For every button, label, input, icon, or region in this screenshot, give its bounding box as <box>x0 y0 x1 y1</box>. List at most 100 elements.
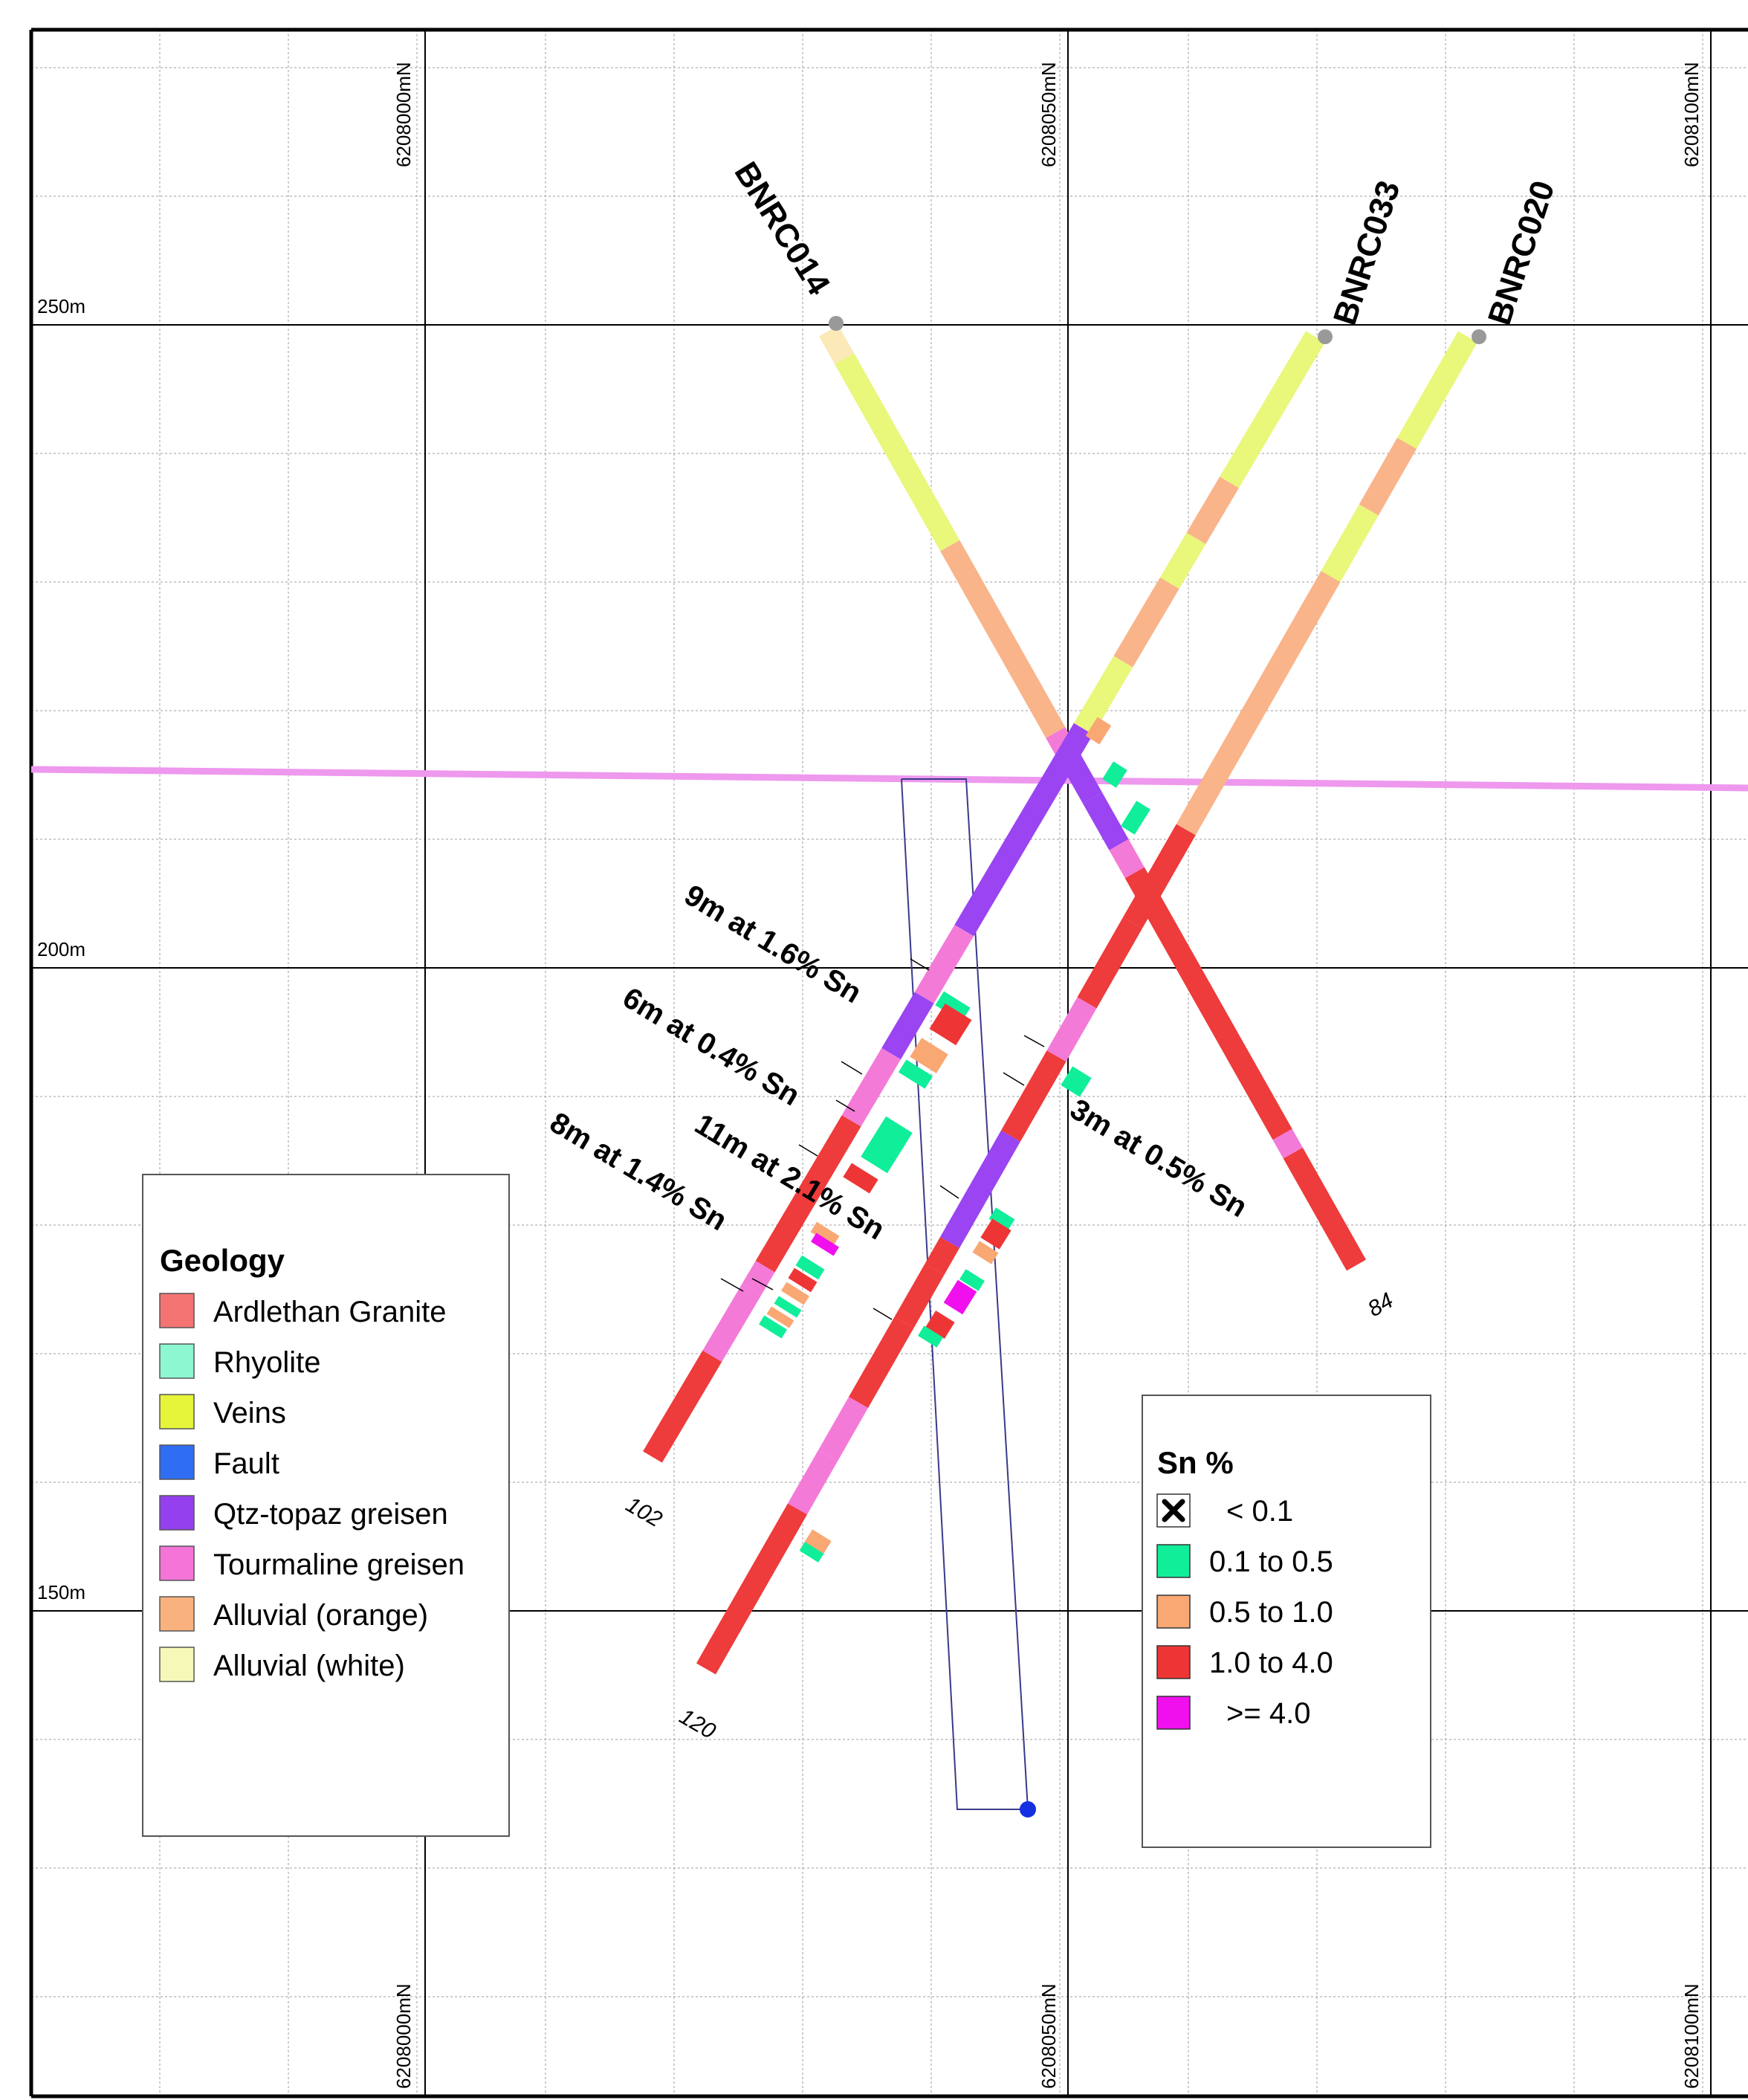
hole-names: BNRC014 BNRC033 BNRC020 <box>728 155 1562 329</box>
geology-legend-label: Alluvial (orange) <box>213 1599 428 1632</box>
intercept-tick <box>720 1278 744 1292</box>
lithology-interval <box>1176 571 1341 836</box>
eoh-label: 84 <box>1364 1288 1397 1322</box>
sn-legend-label: 0.5 to 1.0 <box>1209 1596 1333 1629</box>
drill-hole-trace <box>696 331 1478 1675</box>
fault-trace <box>30 766 1748 792</box>
lithology-interval <box>1046 997 1097 1062</box>
rl-label-250: 250m <box>37 295 85 317</box>
hole-name: BNRC033 <box>1327 176 1408 329</box>
geology-legend-label: Veins <box>213 1397 286 1429</box>
sn-legend: Sn % < 0.1 0.1 to 0.5 0.5 to 1.0 1.0 to 4.0… <box>1142 1395 1431 1848</box>
assay-interval <box>799 1542 824 1563</box>
sn-legend-swatch <box>1156 1544 1191 1578</box>
intercept-tick <box>910 958 930 971</box>
drill-holes <box>643 325 1478 1675</box>
eoh-label: 120 <box>676 1704 720 1744</box>
northing-label-top: 6208000mN <box>392 62 415 167</box>
collar-markers <box>829 316 1486 344</box>
geology-legend-swatch <box>159 1596 195 1632</box>
geology-legend: Geology Ardlethan Granite Rhyolite Veins Fa… <box>142 1174 510 1837</box>
lithology-interval <box>939 1130 1021 1249</box>
geology-legend-swatch <box>159 1444 195 1480</box>
intercept-tick <box>798 1144 818 1157</box>
rl-label-200: 200m <box>37 938 85 960</box>
lithology-interval <box>881 992 934 1060</box>
lithology-interval <box>696 1503 808 1675</box>
assay-interval <box>980 1218 1011 1250</box>
lithology-interval <box>1000 1050 1066 1142</box>
eoh-label: 102 <box>622 1492 667 1532</box>
lithology-interval <box>1124 867 1292 1140</box>
lithology-interval <box>818 325 855 365</box>
sn-legend-swatch <box>1156 1645 1191 1679</box>
assay-interval <box>781 1282 809 1305</box>
intercept-tick <box>751 1278 774 1290</box>
lithology-interval <box>1272 1128 1303 1159</box>
cross-icon <box>1162 1499 1185 1522</box>
lithology-interval <box>940 540 1066 738</box>
assay-interval <box>910 1038 948 1073</box>
lithology-interval <box>742 1261 775 1295</box>
lithology-interval <box>787 1450 838 1515</box>
lithology-interval <box>1186 476 1239 544</box>
lithology-interval <box>925 1237 960 1275</box>
assay-intervals <box>759 717 1150 1563</box>
sn-legend-label: >= 4.0 <box>1226 1697 1310 1730</box>
sn-legend-label: < 0.1 <box>1226 1495 1293 1528</box>
lithology-interval <box>914 925 974 1004</box>
lithology-interval <box>1283 1147 1367 1271</box>
assay-interval <box>943 1279 977 1315</box>
assay-interval <box>972 1241 999 1264</box>
lithology-interval <box>1109 839 1145 879</box>
assay-interval <box>759 1315 787 1339</box>
lithology-interval <box>1113 577 1179 668</box>
lithology-interval <box>1321 504 1379 583</box>
geology-legend-swatch <box>159 1495 195 1531</box>
intercept-label: 6m at 0.4% Sn <box>617 981 805 1112</box>
lithology-interval <box>818 1397 869 1461</box>
assay-interval <box>811 1232 839 1256</box>
sn-legend-label: 1.0 to 4.0 <box>1209 1647 1333 1679</box>
sn-legend-swatch <box>1156 1696 1191 1730</box>
intercept-tick <box>1023 1035 1045 1047</box>
lithology-interval <box>755 1115 861 1273</box>
lithology-interval <box>841 1047 901 1127</box>
lithology-interval <box>1122 824 1196 928</box>
intercept-ticks <box>720 958 1045 1320</box>
intercept-tick <box>939 1185 959 1199</box>
assay-interval <box>766 1306 794 1328</box>
northing-label-bottom: 6208100mN <box>1680 1983 1703 2089</box>
geology-legend-label: Ardlethan Granite <box>213 1296 447 1328</box>
lithology-interval <box>1159 532 1206 589</box>
geology-legend-label: Qtz-topaz greisen <box>213 1498 448 1531</box>
assay-interval <box>925 1311 955 1339</box>
assay-interval <box>788 1267 818 1293</box>
assay-interval <box>810 1221 840 1247</box>
map-frame <box>29 28 1748 2099</box>
intercept-label: 3m at 0.5% Sn <box>1064 1093 1252 1224</box>
hole-name: BNRC020 <box>1481 176 1562 329</box>
northing-label-top: 6208100mN <box>1680 62 1703 167</box>
assay-interval <box>898 1059 933 1089</box>
northing-label-bottom: 6208050mN <box>1038 1983 1060 2089</box>
assay-interval <box>1121 801 1150 835</box>
geology-legend-swatch <box>159 1394 195 1429</box>
sn-legend-label: 0.1 to 0.5 <box>1209 1545 1333 1578</box>
assay-interval <box>861 1116 913 1174</box>
geology-legend-label: Rhyolite <box>213 1346 321 1379</box>
assay-interval <box>929 1003 972 1046</box>
lithology-interval <box>894 1263 945 1328</box>
assay-interval <box>1102 761 1127 788</box>
assay-interval <box>843 1163 878 1194</box>
lithology-interval <box>1077 917 1143 1009</box>
lithology-interval <box>643 1350 722 1463</box>
collar-marker <box>829 316 844 331</box>
intercept-tick <box>1003 1072 1025 1086</box>
lithology-interval <box>1073 656 1133 735</box>
lithology-interval <box>835 353 960 552</box>
geology-legend-label: Fault <box>213 1447 279 1480</box>
assay-interval <box>988 1207 1015 1231</box>
assay-interval <box>959 1269 985 1291</box>
lithology-interval <box>1396 331 1478 449</box>
